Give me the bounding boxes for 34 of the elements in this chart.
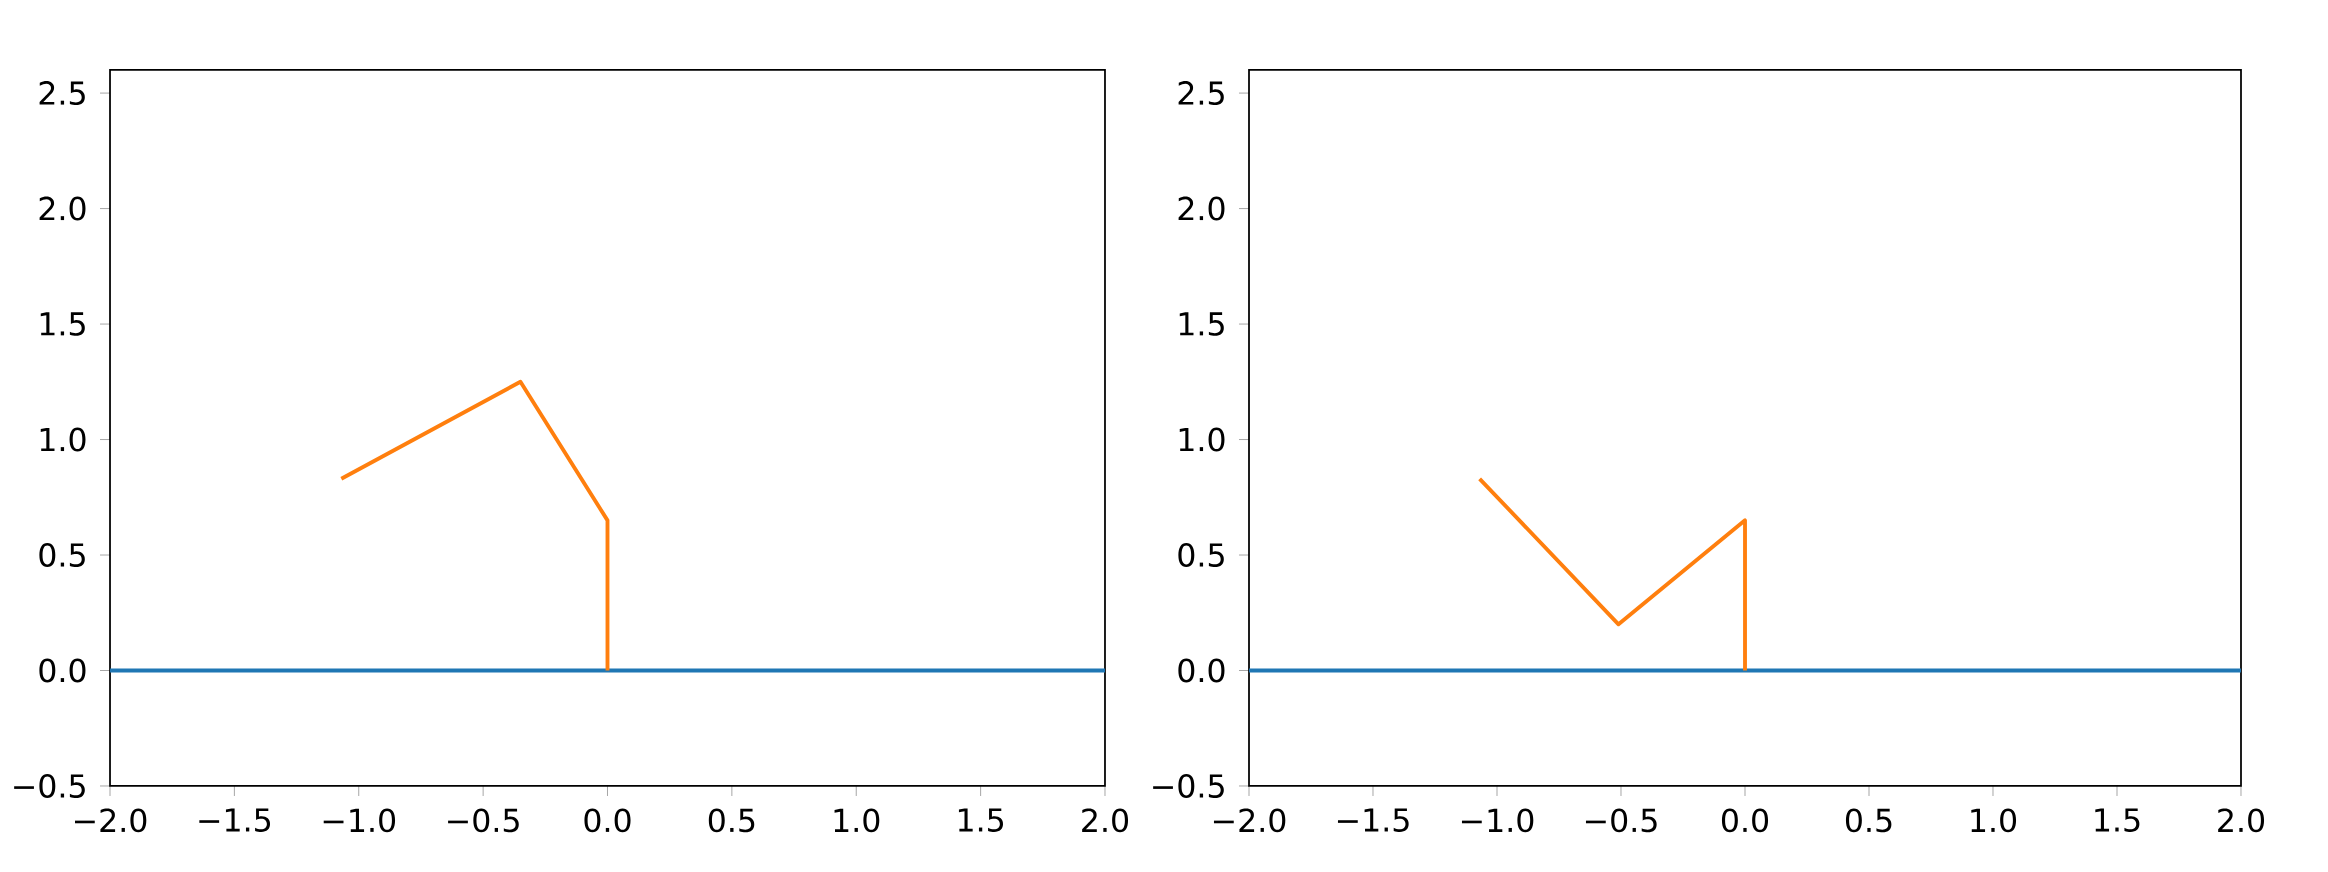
x-tick-label: −2.0: [1213, 808, 1286, 833]
x-tick-label: −1.0: [323, 808, 396, 833]
y-tick-label: 1.0: [1179, 427, 1225, 452]
y-tick-label: 1.5: [1179, 312, 1224, 336]
x-tick-label: −1.0: [1461, 808, 1534, 833]
x-tick-label: 0.5: [708, 808, 755, 833]
x-tick-label: −0.5: [448, 808, 519, 833]
line-series: [1477, 476, 1747, 673]
y-tick-label: 1.5: [40, 312, 85, 336]
x-tick-label: −2.0: [74, 808, 147, 833]
y-tick-label: 0.0: [39, 658, 86, 683]
x-tick-label: −1.5: [1337, 808, 1409, 832]
y-tick-label: 2.5: [1178, 81, 1224, 106]
y-tick-label: 2.0: [1178, 196, 1225, 221]
y-tick-label: 0.5: [39, 543, 85, 567]
y-tick-label: −0.5: [1153, 774, 1224, 798]
line-series: [339, 379, 610, 673]
x-tick-label: −0.5: [1585, 808, 1657, 833]
x-tick-label: 2.0: [2218, 808, 2265, 833]
y-tick-label: −0.5: [14, 774, 85, 798]
x-tick-label: 0.0: [584, 808, 631, 833]
x-tick-label: 1.5: [958, 808, 1003, 832]
x-tick-label: 0.5: [1845, 808, 1892, 833]
x-tick-label: 1.5: [2095, 808, 2140, 832]
y-tick-label: 1.0: [40, 427, 86, 452]
x-tick-label: 1.0: [1971, 808, 2017, 833]
y-tick-label: 2.5: [39, 81, 85, 106]
x-tick-label: 1.0: [834, 808, 880, 833]
x-tick-label: 2.0: [1082, 808, 1129, 833]
x-tick-label: 0.0: [1721, 808, 1769, 833]
x-tick-label: −1.5: [199, 808, 271, 832]
y-tick-label: 2.0: [39, 196, 86, 221]
y-tick-label: 0.0: [1178, 658, 1225, 683]
y-tick-label: 0.5: [1178, 543, 1224, 567]
